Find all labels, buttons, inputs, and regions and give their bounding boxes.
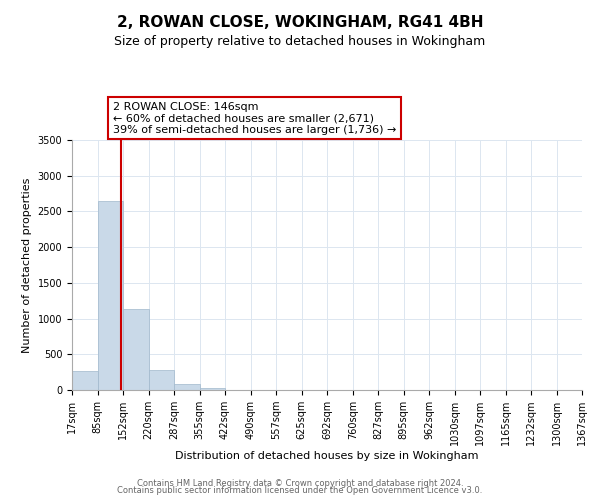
Bar	[98, 200, 123, 390]
Bar	[174, 384, 200, 390]
Y-axis label: Number of detached properties: Number of detached properties	[22, 178, 32, 352]
X-axis label: Distribution of detached houses by size in Wokingham: Distribution of detached houses by size …	[175, 451, 479, 461]
Text: 2, ROWAN CLOSE, WOKINGHAM, RG41 4BH: 2, ROWAN CLOSE, WOKINGHAM, RG41 4BH	[117, 15, 483, 30]
Bar	[123, 308, 149, 390]
Text: Size of property relative to detached houses in Wokingham: Size of property relative to detached ho…	[115, 35, 485, 48]
Bar	[72, 370, 98, 390]
Text: Contains public sector information licensed under the Open Government Licence v3: Contains public sector information licen…	[118, 486, 482, 495]
Text: Contains HM Land Registry data © Crown copyright and database right 2024.: Contains HM Land Registry data © Crown c…	[137, 478, 463, 488]
Bar	[149, 370, 174, 390]
Bar	[200, 388, 225, 390]
Text: 2 ROWAN CLOSE: 146sqm
← 60% of detached houses are smaller (2,671)
39% of semi-d: 2 ROWAN CLOSE: 146sqm ← 60% of detached …	[113, 102, 396, 135]
